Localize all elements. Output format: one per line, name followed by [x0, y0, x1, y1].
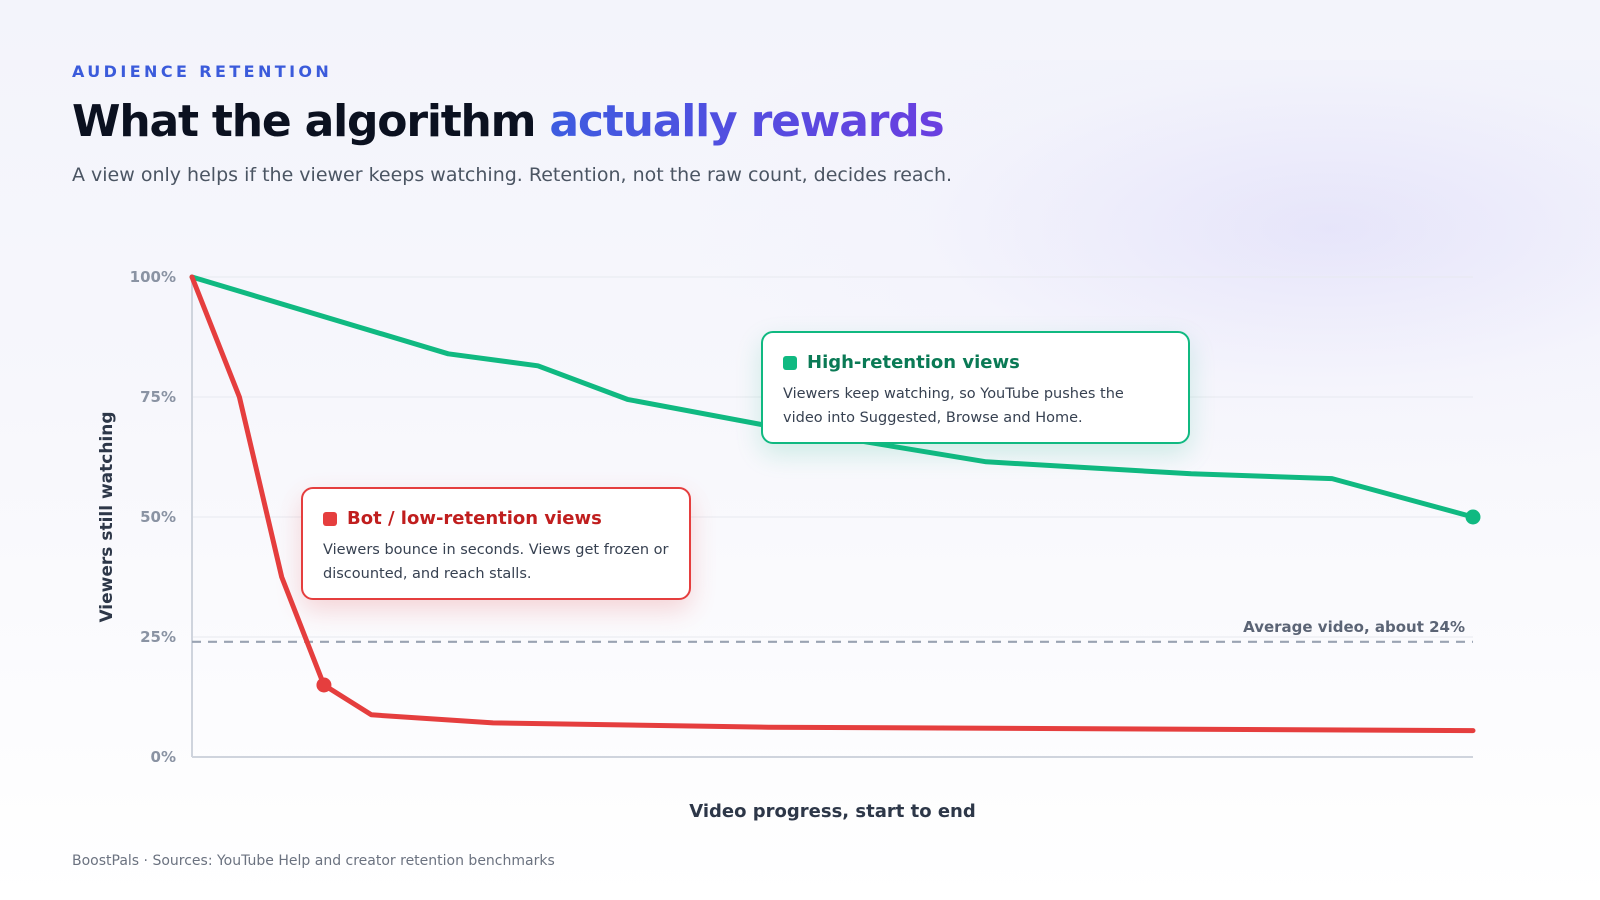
x-axis-label: Video progress, start to end	[689, 801, 976, 822]
high-retention-callout-body: Viewers keep watching, so YouTube pushes…	[783, 386, 1124, 426]
page-subtitle: A view only helps if the viewer keeps wa…	[72, 164, 953, 186]
high-retention-callout-header: High-retention views	[783, 352, 1168, 373]
high-retention-legend-swatch	[783, 355, 797, 370]
low-retention-legend-swatch	[323, 511, 337, 526]
title-main: What the algorithm	[72, 96, 550, 147]
high-retention-callout-title: High-retention views	[807, 352, 1020, 373]
axis-layer	[191, 277, 1473, 758]
low-retention-drop-marker	[316, 677, 332, 693]
label-layer: 0% 25% 50% 75% 100% Average video, about 24% V…	[97, 268, 1465, 822]
source-footer: BoostPals · Sources: YouTube Help and cr…	[72, 853, 555, 869]
low-retention-callout-header: Bot / low-retention views	[323, 508, 669, 529]
y-tick-label-100: 100%	[130, 268, 176, 286]
low-retention-line	[189, 274, 1476, 734]
high-retention-end-marker	[1465, 509, 1481, 525]
high-retention-callout: High-retention views Viewers keep watchi…	[761, 331, 1190, 444]
title-accent: actually rewards	[549, 96, 944, 147]
y-axis-label: Viewers still watching	[97, 411, 117, 622]
y-tick-label-50: 50%	[140, 508, 176, 526]
eyebrow-label: AUDIENCE RETENTION	[72, 62, 333, 81]
low-retention-callout-body: Viewers bounce in seconds. Views get fro…	[323, 542, 669, 582]
page-title: What the algorithm actually rewards	[72, 96, 945, 147]
low-retention-callout-title: Bot / low-retention views	[347, 508, 602, 529]
y-tick-label-25: 25%	[140, 628, 176, 646]
average-reference-label: Average video, about 24%	[1243, 618, 1465, 636]
low-retention-callout: Bot / low-retention views Viewers bounce…	[301, 487, 691, 600]
y-tick-label-75: 75%	[140, 388, 176, 406]
y-tick-label-0: 0%	[151, 748, 176, 766]
